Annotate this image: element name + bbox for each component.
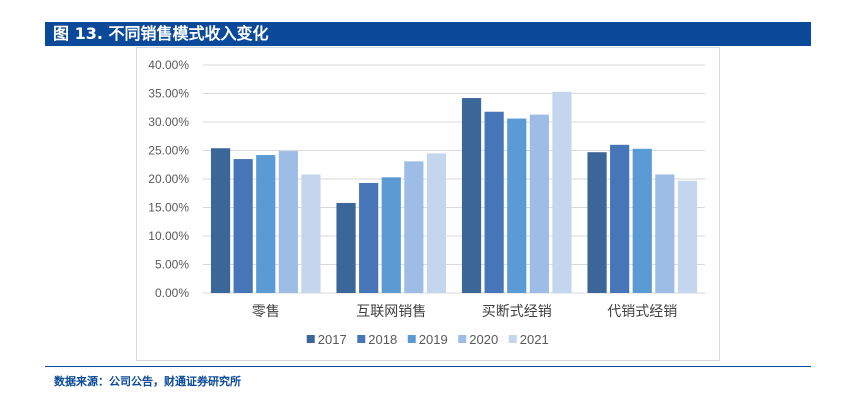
bar [256, 155, 276, 293]
bar [233, 159, 253, 293]
y-tick-label: 25.00% [148, 144, 189, 158]
legend-label: 2020 [469, 332, 498, 347]
y-tick-label: 10.00% [148, 229, 189, 243]
y-tick-label: 35.00% [148, 87, 189, 101]
legend-swatch [458, 335, 467, 343]
bar [529, 114, 549, 293]
bar [210, 148, 231, 293]
bar [301, 174, 321, 293]
legend-label: 2019 [419, 332, 448, 347]
source-note: 数据来源：公司公告，财通证券研究所 [54, 375, 241, 388]
x-category-label: 买断式经销 [482, 304, 552, 320]
bar [655, 174, 675, 293]
bar [677, 180, 698, 293]
legend-swatch [508, 335, 517, 343]
chart-area: 0.00% 5.00% 10.00% 15.00% 20.00% 25.00% 30.00%… [136, 47, 720, 361]
bar [278, 151, 298, 293]
legend-label: 2017 [318, 332, 347, 347]
y-tick-label: 40.00% [148, 58, 189, 72]
y-tick-label: 5.00% [155, 258, 189, 272]
figure-title: 图 13. 不同销售模式收入变化 [53, 24, 269, 43]
x-category-label: 代销式经销 [607, 304, 677, 320]
bar [552, 91, 572, 293]
legend-label: 2018 [368, 332, 397, 347]
figure-header: 图 13. 不同销售模式收入变化 [45, 22, 811, 46]
y-tick-label: 20.00% [148, 172, 189, 186]
x-category-label: 零售 [252, 304, 280, 320]
legend-swatch [357, 335, 366, 343]
bar [507, 118, 527, 293]
bar [336, 202, 356, 293]
legend-swatch [306, 335, 315, 343]
y-tick-label: 0.00% [155, 286, 189, 300]
legend-label: 2021 [520, 332, 549, 347]
bar [632, 148, 652, 293]
bar [610, 144, 630, 293]
bar-chart: 0.00% 5.00% 10.00% 15.00% 20.00% 25.00% 30.00%… [148, 58, 705, 347]
bar [484, 111, 504, 293]
footer-divider [45, 366, 811, 367]
x-category-label: 互联网销售 [356, 304, 426, 320]
bar [587, 152, 607, 293]
bar [381, 177, 401, 293]
bar [426, 153, 447, 293]
y-tick-label: 15.00% [148, 201, 189, 215]
bar [404, 161, 424, 293]
legend-swatch [407, 335, 416, 343]
bar [461, 98, 482, 293]
y-tick-label: 30.00% [148, 115, 189, 129]
bar [359, 182, 379, 293]
